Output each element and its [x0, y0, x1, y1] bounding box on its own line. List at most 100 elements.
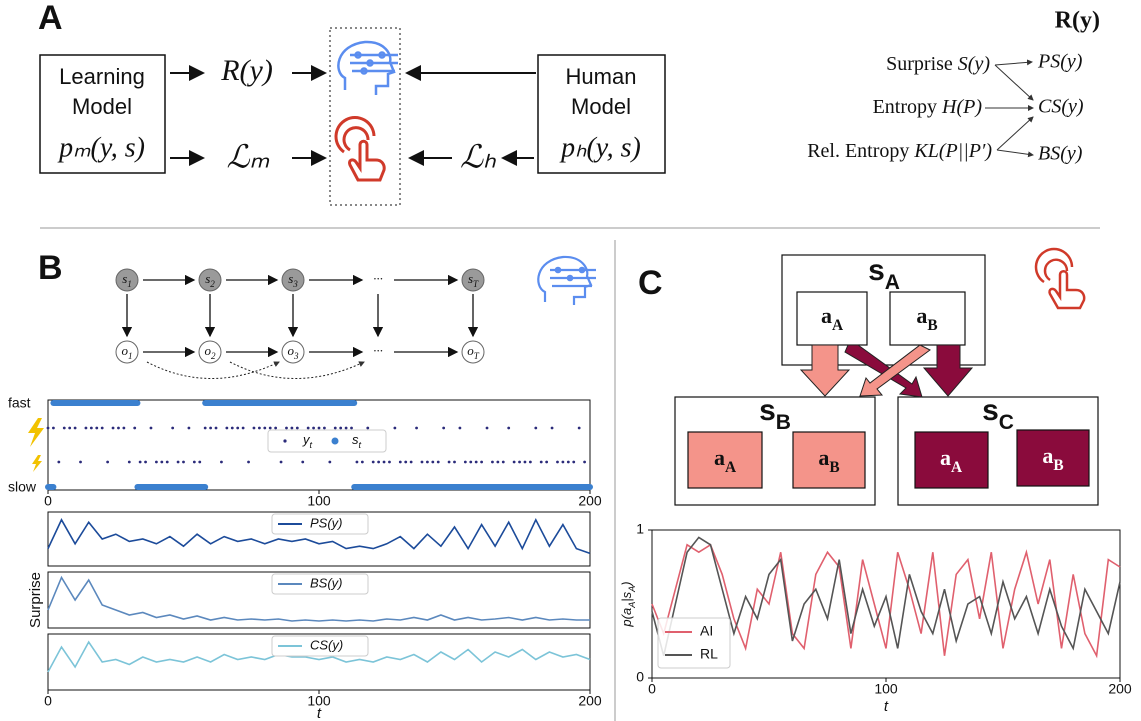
observation-dot	[79, 461, 82, 464]
observation-dot	[296, 427, 299, 430]
state-label: fast	[8, 395, 31, 411]
observation-dot	[437, 461, 440, 464]
observation-dot	[85, 427, 88, 430]
observation-dot	[117, 427, 120, 430]
legend-swatch	[332, 438, 339, 445]
lightning-icon	[28, 418, 44, 472]
observation-dot	[236, 427, 239, 430]
observation-dot	[377, 461, 380, 464]
observation-dot	[209, 427, 212, 430]
y-tick-label: 0	[636, 669, 644, 685]
action-label-part: a	[1042, 443, 1053, 468]
measure-label: Rel. Entropy	[807, 140, 909, 162]
observation-dot	[301, 461, 304, 464]
state-label-part: C	[999, 411, 1014, 434]
observation-dot	[95, 427, 98, 430]
observation-dot	[215, 427, 218, 430]
head-icon	[338, 42, 398, 95]
observation-dot	[448, 461, 451, 464]
node-label-part: 1	[128, 351, 133, 361]
observation-dot	[491, 461, 494, 464]
observation-dot	[247, 461, 250, 464]
measure-symbol: S(y)	[958, 53, 991, 75]
observation-dot	[155, 461, 158, 464]
loss: ℒₕ	[460, 138, 497, 174]
observation-dot	[475, 461, 478, 464]
output: BS(y)	[1038, 143, 1083, 165]
observation-dot	[112, 427, 115, 430]
x-tick-label: 200	[578, 693, 602, 709]
action-label-part: a	[818, 445, 829, 470]
observation-dot	[128, 461, 131, 464]
action-label-part: B	[927, 317, 937, 334]
box-label: Learning	[59, 64, 145, 89]
observation-dot	[269, 427, 272, 430]
observation-dot	[534, 427, 537, 430]
observation-dot	[133, 427, 136, 430]
x-tick-label: 0	[648, 681, 656, 697]
observation-dot	[139, 461, 142, 464]
observation-dot	[464, 461, 467, 464]
observation-dot	[350, 427, 353, 430]
node-label: ···	[373, 343, 383, 358]
action-label-part: A	[951, 459, 962, 476]
observation-dot	[291, 427, 294, 430]
observation-dot	[274, 427, 277, 430]
observation-dot	[578, 427, 581, 430]
observation-dot	[334, 427, 337, 430]
observation-dot	[101, 427, 104, 430]
state-label-part: A	[885, 271, 900, 294]
x-tick-label: 100	[307, 493, 331, 509]
observation-dot	[524, 461, 527, 464]
observation-dot	[567, 461, 570, 464]
observation-dot	[356, 461, 359, 464]
x-tick-label: 0	[44, 693, 52, 709]
legend-swatch	[283, 439, 286, 442]
arrow	[997, 117, 1033, 150]
hand-icon	[336, 118, 384, 180]
state-label-part: s	[982, 394, 999, 427]
observation-dot	[312, 427, 315, 430]
observation-dot	[361, 461, 364, 464]
x-tick-label: 0	[44, 493, 52, 509]
observation-dot	[383, 461, 386, 464]
box-label: Model	[72, 94, 132, 119]
observation-dot	[253, 427, 256, 430]
observation-dot	[345, 427, 348, 430]
observation-dot	[318, 427, 321, 430]
observation-dot	[307, 427, 310, 430]
observation-dot	[68, 427, 71, 430]
observation-dot	[177, 461, 180, 464]
observation-dot	[328, 461, 331, 464]
observation-dot	[421, 461, 424, 464]
figure: A Learning Model pₘ(y, s) Human Model pₕ…	[0, 0, 1141, 721]
node-label-part: 3	[292, 279, 298, 289]
y-axis-label-part: A	[627, 602, 637, 609]
observation-dot	[513, 461, 516, 464]
node-label-part: ···	[373, 271, 383, 286]
output: PS(y)	[1037, 51, 1083, 73]
x-tick-label: 200	[1108, 681, 1132, 697]
panel-letter: A	[38, 0, 63, 37]
observation-dot	[486, 427, 489, 430]
state-label: slow	[8, 479, 37, 495]
observation-dot	[459, 427, 462, 430]
observation-dot	[122, 427, 125, 430]
head-icon	[538, 257, 596, 305]
observation-dot	[106, 461, 109, 464]
measure-label: Entropy	[873, 96, 937, 118]
observation-dot	[415, 427, 418, 430]
observation-dot	[231, 427, 234, 430]
observation-dot	[507, 427, 510, 430]
reward: R(y)	[220, 54, 273, 87]
box-label: Human	[566, 64, 637, 89]
observation-dot	[502, 461, 505, 464]
measure: Rel. Entropy KL(P||P′)	[807, 140, 992, 162]
legend-label: RL	[700, 646, 718, 662]
observation-dot	[90, 427, 93, 430]
action-label-part: B	[829, 459, 839, 476]
observation-dot	[225, 427, 228, 430]
formula: pₕ(y, s)	[559, 132, 641, 163]
node-label-part: 1	[127, 279, 132, 289]
y-axis-label-part: |s	[619, 591, 634, 601]
